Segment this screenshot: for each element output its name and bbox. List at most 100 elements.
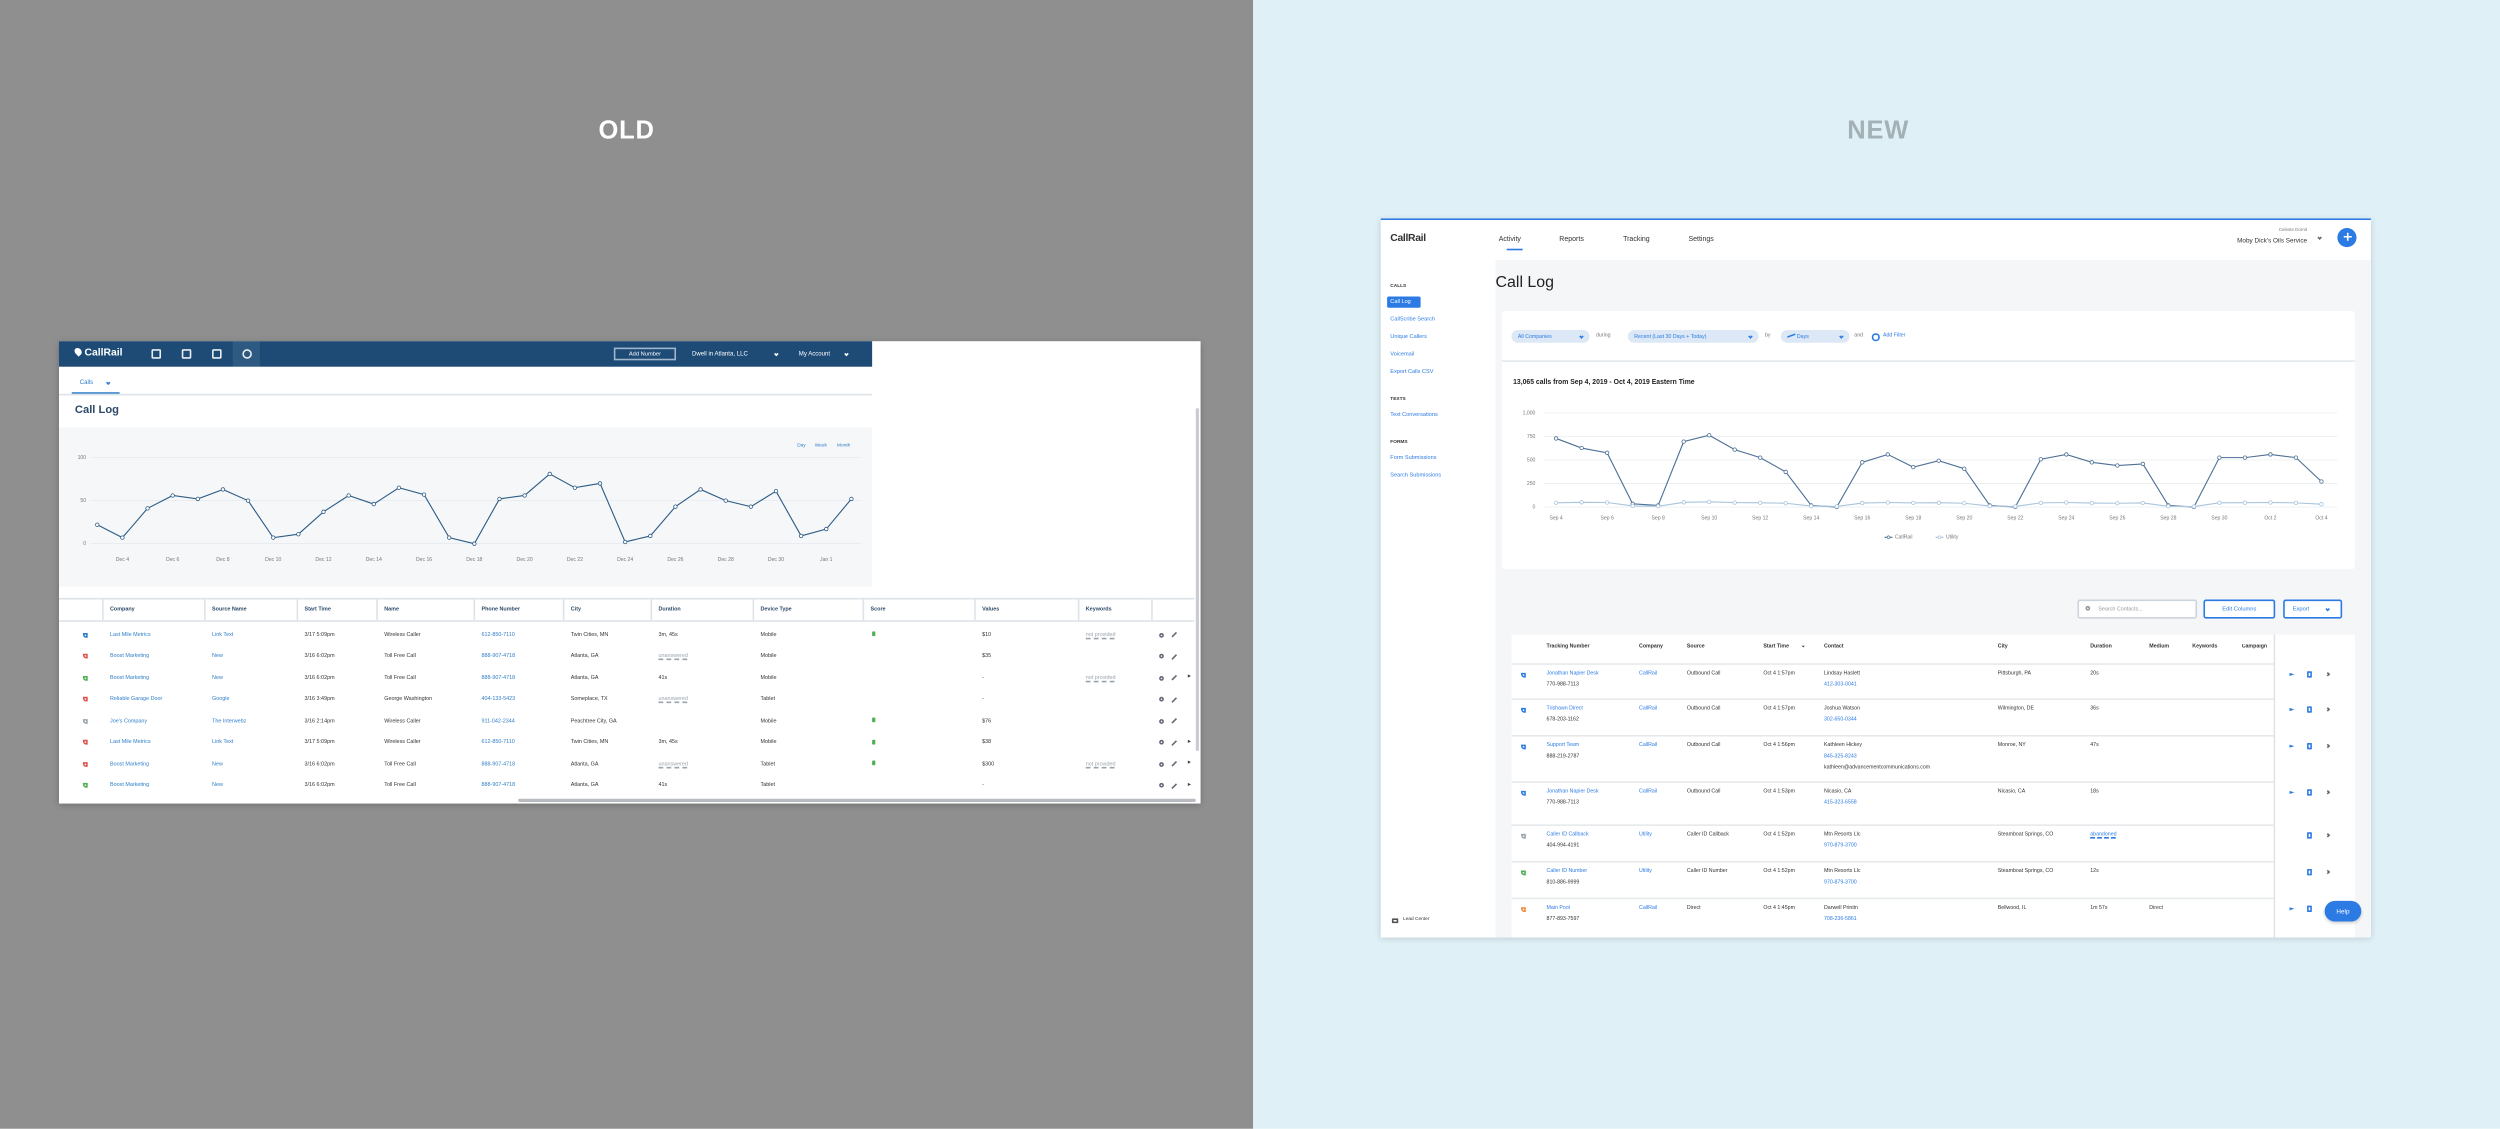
action-icon[interactable] [1159,718,1164,724]
filter-pill[interactable]: All Companies [1511,330,1590,343]
table-cell[interactable]: 888-907-4718 [481,760,516,767]
sidebar-link[interactable]: Search Submissions [1390,471,1442,479]
column-header[interactable]: Keywords [1085,605,1112,613]
table-cell[interactable]: 708-236-5861 [1823,915,1857,923]
notes-icon[interactable] [2306,906,2312,913]
table-cell[interactable]: 970-879-3700 [1823,879,1857,886]
table-cell[interactable]: 612-850-7110 [481,738,515,746]
filter-pill[interactable]: Days [1780,330,1850,343]
play-icon[interactable] [2289,672,2295,676]
table-cell[interactable]: Main Pool [1546,904,1570,911]
sidebar-link[interactable]: Voicemail [1390,350,1415,357]
account-menu[interactable]: My Account [798,350,831,357]
table-cell[interactable]: Link Text [212,738,234,746]
table-cell[interactable]: Last Mile Metrics [110,738,151,746]
column-header[interactable]: City [570,605,582,613]
nav-tab[interactable]: Reports [1559,234,1584,243]
column-header[interactable]: Medium [2149,642,2170,649]
action-icon[interactable] [1159,739,1164,745]
notes-icon[interactable] [2306,706,2312,714]
play-icon[interactable] [1187,782,1192,786]
column-header[interactable]: Company [1639,642,1663,649]
nav-tab[interactable]: Tracking [1623,234,1650,243]
table-cell[interactable]: New [212,781,223,789]
table-cell[interactable]: Link Text [212,631,234,638]
table-cell[interactable]: Last Mile Metrics [110,631,151,638]
action-icon[interactable] [1159,782,1164,788]
column-header[interactable]: Duration [658,605,681,613]
action-icon[interactable] [1159,761,1164,767]
column-header[interactable]: Name [384,605,399,613]
table-cell[interactable]: Utility [1639,831,1652,838]
nav-tab[interactable]: Settings [1688,234,1714,243]
export-button[interactable]: Export [2283,599,2343,619]
column-header[interactable]: Source [1686,642,1705,649]
table-cell[interactable]: New [212,674,223,681]
range-option[interactable]: Day [797,441,806,449]
nav-icon[interactable] [181,349,192,359]
table-cell[interactable]: 888-907-4718 [481,652,516,660]
notes-icon[interactable] [2306,743,2312,750]
sidebar-link[interactable]: Form Submissions [1390,454,1437,461]
notes-icon[interactable] [2306,671,2312,679]
sidebar-link[interactable]: Text Conversations [1390,411,1438,418]
nav-icon[interactable] [151,349,162,359]
range-option[interactable]: Month [837,441,851,449]
table-cell[interactable]: New [212,652,223,660]
column-header[interactable]: Company [110,605,135,613]
column-header[interactable]: Source Name [212,605,247,613]
table-cell[interactable]: 888-907-4718 [481,781,516,789]
table-cell[interactable]: CallRail [1639,904,1658,911]
table-cell[interactable]: abandoned [2090,831,2117,838]
action-icon[interactable] [1159,696,1164,702]
action-icon[interactable] [1159,675,1164,681]
table-cell[interactable]: CallRail [1639,788,1658,795]
play-icon[interactable] [2289,790,2295,794]
play-icon[interactable] [2289,707,2295,711]
table-cell[interactable]: 612-850-7110 [481,631,515,638]
add-filter-icon[interactable] [1871,333,1879,341]
sidebar-link[interactable]: CallScribe Search [1390,315,1435,322]
column-header[interactable]: Start Time [1763,642,1790,649]
sidebar-link[interactable]: Call Log [1390,297,1411,305]
account-company[interactable]: Moby Dick's Oils Service [2237,235,2308,244]
filter-pill[interactable]: Recent (Last 30 Days + Today) [1627,330,1759,343]
range-option[interactable]: Week [814,441,827,449]
column-header[interactable]: Campaign [2241,644,2268,649]
table-cell[interactable]: Support Team [1546,741,1580,749]
table-cell[interactable]: 911-042-2344 [481,717,515,724]
edit-columns-button[interactable]: Edit Columns [2203,599,2276,619]
tab[interactable]: Calls [79,379,94,386]
table-cell[interactable]: 415-323-6558 [1823,799,1857,806]
table-cell[interactable]: Reliable Garage Door [110,695,163,703]
play-icon[interactable] [2289,906,2295,910]
column-header[interactable]: Keywords [2192,642,2218,649]
column-header[interactable]: Contact [1823,642,1844,649]
sidebar-link[interactable]: Export Calls CSV [1390,368,1434,375]
action-icon[interactable] [1159,653,1164,659]
table-cell[interactable]: 970-879-3700 [1823,842,1857,849]
table-cell[interactable]: 845-325-8243 [1823,753,1857,760]
table-cell[interactable]: 888-907-4718 [481,674,516,681]
table-cell[interactable]: Boost Marketing [110,652,150,660]
column-header[interactable]: Values [982,605,1000,613]
add-filter[interactable]: Add Filter [1882,331,1906,339]
table-cell[interactable]: The Interwebz [212,717,247,724]
table-cell[interactable]: Google [212,695,230,703]
play-icon[interactable] [1187,739,1192,743]
notes-icon[interactable] [2306,832,2312,840]
table-cell[interactable]: CallRail [1639,705,1658,712]
table-cell[interactable]: 412-303-0041 [1823,681,1857,688]
notes-icon[interactable] [2306,789,2312,797]
sidebar-link[interactable]: Unique Callers [1390,333,1427,340]
nav-icon[interactable] [242,349,252,359]
play-icon[interactable] [2289,743,2295,747]
table-cell[interactable]: CallRail [1639,741,1658,749]
table-cell[interactable]: Trishawn Direct [1546,705,1583,712]
table-cell[interactable]: Caller ID Callback [1546,831,1589,838]
column-header[interactable]: City [1997,642,2008,649]
table-cell[interactable]: Boost Marketing [110,760,150,767]
play-icon[interactable] [1187,675,1192,679]
table-cell[interactable]: CallRail [1639,670,1658,677]
column-header[interactable]: Score [870,605,886,613]
